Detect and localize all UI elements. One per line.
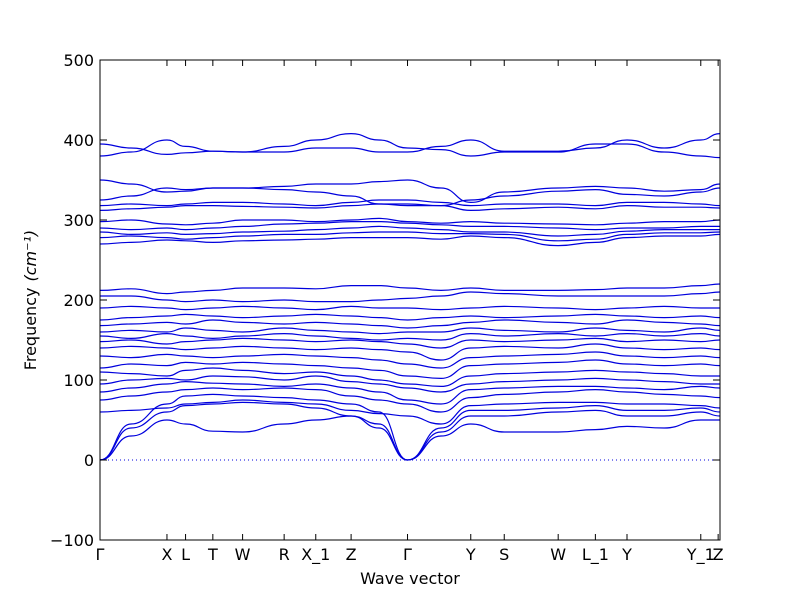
y-tick-label: 200	[63, 291, 94, 310]
band-line-19	[100, 283, 720, 295]
y-tick-label: 500	[63, 51, 94, 70]
band-line-21	[100, 231, 720, 242]
band-line-29	[100, 133, 720, 157]
band-line-22	[100, 225, 720, 237]
band-line-17	[100, 305, 720, 311]
band-line-27	[100, 187, 720, 207]
band-line-23	[100, 220, 720, 231]
y-tick-label: 300	[63, 211, 94, 230]
y-tick-label: 400	[63, 131, 94, 150]
band-line-18	[100, 291, 720, 303]
band-line-20	[100, 233, 720, 247]
y-axis-label-unit: (cm⁻¹)	[21, 230, 40, 282]
x-tick-label: L	[181, 545, 190, 564]
band-line-9	[100, 359, 720, 380]
band-line-5	[100, 387, 720, 413]
band-line-26	[100, 199, 720, 207]
y-axis: −100 0 100 200 300 400 500	[50, 51, 720, 550]
band-line-14	[100, 327, 720, 335]
band-line-10	[100, 351, 720, 369]
x-tick-label: Γ	[403, 545, 412, 564]
band-line-16	[100, 313, 720, 321]
x-axis-label: Wave vector	[360, 569, 460, 588]
y-axis-label: Frequency (cm⁻¹)	[21, 230, 40, 370]
band-line-6	[100, 380, 720, 405]
band-line-3	[100, 393, 720, 461]
x-tick-label: T	[207, 545, 218, 564]
y-tick-label: 0	[84, 451, 94, 470]
band-line-15	[100, 319, 720, 329]
x-tick-label: Y	[465, 545, 476, 564]
x-tick-label: Z	[346, 545, 357, 564]
x-tick-label: Z	[713, 545, 724, 564]
x-tick-label: X	[161, 545, 172, 564]
x-tick-label: L_1	[582, 545, 609, 565]
band-line-11	[100, 343, 720, 361]
x-tick-label: Y_1	[686, 545, 715, 565]
band-line-12	[100, 337, 720, 349]
band-line-1	[100, 415, 720, 461]
x-axis: Γ X L T W R X_1 Z Γ Y S W L_1 Y Y_1Z	[96, 60, 724, 565]
x-tick-label: W	[235, 545, 251, 564]
band-line-13	[100, 332, 720, 341]
band-line-8	[100, 367, 720, 388]
x-tick-label: S	[499, 545, 509, 564]
plot-frame	[99, 59, 721, 541]
x-tick-label: W	[550, 545, 566, 564]
x-tick-label: R	[279, 545, 290, 564]
plot-content	[100, 132, 720, 461]
band-line-4	[100, 399, 720, 425]
x-tick-label: Γ	[96, 545, 105, 564]
band-line-30	[100, 132, 720, 159]
y-tick-label: −100	[50, 531, 94, 550]
x-tick-label: X_1	[301, 545, 330, 565]
band-line-24	[100, 217, 720, 226]
band-line-2	[100, 401, 720, 461]
band-line-25	[100, 203, 720, 212]
band-line-28	[100, 179, 720, 204]
x-tick-label: Y	[621, 545, 632, 564]
y-tick-label: 100	[63, 371, 94, 390]
band-line-7	[100, 375, 720, 393]
y-axis-label-text: Frequency	[21, 288, 40, 371]
